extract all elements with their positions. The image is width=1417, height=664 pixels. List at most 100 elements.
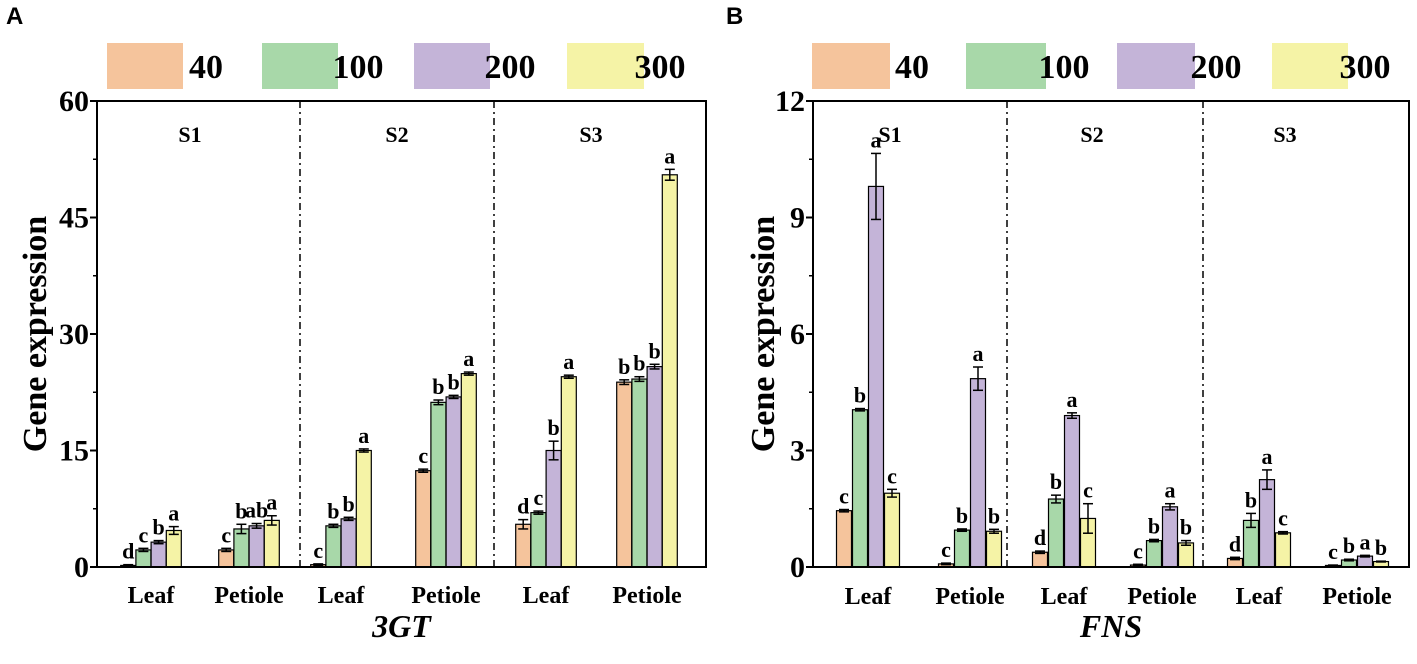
panel-b-ytick-label: 3 <box>790 435 805 468</box>
panel-a-significance-letter: a <box>168 501 179 526</box>
panel-b-category-label: Petiole <box>1322 584 1392 610</box>
panel-a-legend-swatch-40 <box>107 43 183 89</box>
panel-b-bar-100 <box>851 409 869 568</box>
panel-a-legend-label-100: 100 <box>333 49 384 86</box>
panel-a-bar-200 <box>646 366 663 568</box>
panel-a-ytick-label: 30 <box>59 318 89 351</box>
panel-a-significance-letter: a <box>563 349 574 374</box>
panel-a-category-label: Petiole <box>214 583 284 609</box>
panel-a-bar-200 <box>248 525 265 568</box>
panel-a-bar-300 <box>355 449 372 568</box>
panel-a-bar-300 <box>460 373 477 568</box>
panel-a-significance-letter: a <box>664 143 675 168</box>
panel-a-significance-letter: b <box>432 374 444 399</box>
panel-a-plot-frame <box>96 100 707 568</box>
panel-b-significance-letter: b <box>1375 535 1387 560</box>
panel-a-significance-letter: a <box>463 346 474 371</box>
panel-b-bar-200 <box>1258 479 1276 568</box>
panel-b-significance-letter: b <box>1148 513 1160 538</box>
panel-a-significance-letter: b <box>633 351 645 376</box>
panel-b-chart: B 40 100 200 300 0 3 6 9 12 Gene expression S1 S2 S3 c… <box>726 3 1410 644</box>
panel-a-significance-letter: c <box>139 522 149 547</box>
panel-a-significance-letter: d <box>517 494 529 519</box>
panel-a-bar-200 <box>545 449 562 568</box>
panel-a-significance-letter: b <box>648 338 660 363</box>
panel-b-bar-40 <box>1031 551 1049 568</box>
panel-b-significance-letter: b <box>988 503 1000 528</box>
panel-a-bar-200 <box>340 518 357 568</box>
panel-b-stage-label-s1: S1 <box>878 122 901 147</box>
panel-b-significance-letter: d <box>1229 531 1241 556</box>
panel-b-legend-swatch-200 <box>1117 43 1195 89</box>
panel-a-significance-letter: a <box>266 490 277 515</box>
panel-a-bar-40 <box>616 381 633 568</box>
panel-b-bar-100 <box>1047 498 1065 568</box>
panel-a-stage-label-s1: S1 <box>178 122 201 147</box>
panel-b-significance-letter: b <box>1180 515 1192 540</box>
panel-a-bar-300 <box>165 529 182 568</box>
panel-b-significance-letter: c <box>1278 506 1288 531</box>
panel-a-ytick-label: 45 <box>59 202 89 235</box>
panel-b-significance-letter: b <box>854 383 866 408</box>
panel-a-significance-letter: b <box>447 369 459 394</box>
panel-a-letter: A <box>6 3 23 30</box>
panel-b-bar-300 <box>985 530 1003 568</box>
panel-b-gene-label: FNS <box>1079 608 1142 644</box>
panel-b-legend-swatch-40 <box>812 43 890 89</box>
panel-b-bar-200 <box>1356 555 1374 568</box>
panel-b-bar-300 <box>883 492 901 568</box>
panel-a-bar-100 <box>430 401 447 568</box>
panel-a-category-label: Petiole <box>411 583 481 609</box>
panel-b-bar-200 <box>1161 506 1179 568</box>
panel-a-ytick-label: 15 <box>59 435 89 468</box>
panel-b-ytick-label: 9 <box>790 202 805 235</box>
panel-a-legend-label-40: 40 <box>189 49 223 86</box>
panel-b-significance-letter: a <box>1067 387 1078 412</box>
panel-a-chart: A 40 100 200 300 0 15 30 45 60 Gene expression S1 S2… <box>6 3 707 644</box>
panel-b-significance-letter: c <box>941 537 951 562</box>
panel-b-significance-letter: b <box>1050 469 1062 494</box>
panel-a-stage-label-s2: S2 <box>385 122 408 147</box>
panel-b-legend-swatch-100 <box>966 43 1046 89</box>
panel-b-bar-200 <box>867 185 885 568</box>
panel-b-letter: B <box>726 3 743 30</box>
panel-a-significance-letter: c <box>221 522 231 547</box>
panel-a-significance-letter: b <box>547 415 559 440</box>
panel-b-ytick-label: 0 <box>790 551 805 584</box>
panel-b-category-label: Petiole <box>935 584 1005 610</box>
panel-a-bar-100 <box>530 512 547 568</box>
panel-b-stage-label-s2: S2 <box>1080 122 1103 147</box>
panel-a-ytick-label: 60 <box>59 85 89 118</box>
panel-b-bar-300 <box>1177 542 1195 568</box>
panel-b-category-label: Leaf <box>1041 584 1089 610</box>
panel-b-stage-label-s3: S3 <box>1273 122 1296 147</box>
panel-b-legend-label-200: 200 <box>1191 49 1242 86</box>
panel-b-significance-letter: c <box>1083 478 1093 503</box>
panel-a-gene-label: 3GT <box>371 608 432 644</box>
panel-a-ylabel: Gene expression <box>17 216 54 453</box>
panel-b-significance-letter: a <box>973 341 984 366</box>
panel-a-bar-200 <box>150 541 167 568</box>
panel-a-bar-100 <box>233 528 250 568</box>
panel-b-significance-letter: b <box>1245 487 1257 512</box>
panel-a-bar-100 <box>325 525 342 568</box>
panel-a-bar-40 <box>218 549 235 568</box>
panel-b-ytick-label: 12 <box>775 85 805 118</box>
panel-a-stage-label-s3: S3 <box>579 122 602 147</box>
panel-b-ylabel: Gene expression <box>745 216 782 453</box>
panel-a-significance-letter: b <box>618 354 630 379</box>
panel-b-significance-letter: b <box>956 503 968 528</box>
panel-b-legend-label-100: 100 <box>1039 49 1090 86</box>
panel-a-significance-letter: a <box>358 423 369 448</box>
panel-a-category-label: Leaf <box>128 583 176 609</box>
panel-b-bar-300 <box>1274 532 1292 568</box>
panel-a-bar-100 <box>631 378 648 568</box>
panel-b-significance-letter: c <box>1133 538 1143 563</box>
panel-a-significance-letter: c <box>418 443 428 468</box>
panel-b-category-label: Petiole <box>1127 584 1197 610</box>
panel-a-legend-swatch-200 <box>414 43 490 89</box>
panel-b-significance-letter: a <box>1165 478 1176 503</box>
panel-b-category-label: Leaf <box>845 584 893 610</box>
panel-a-ytick-label: 0 <box>74 551 89 584</box>
